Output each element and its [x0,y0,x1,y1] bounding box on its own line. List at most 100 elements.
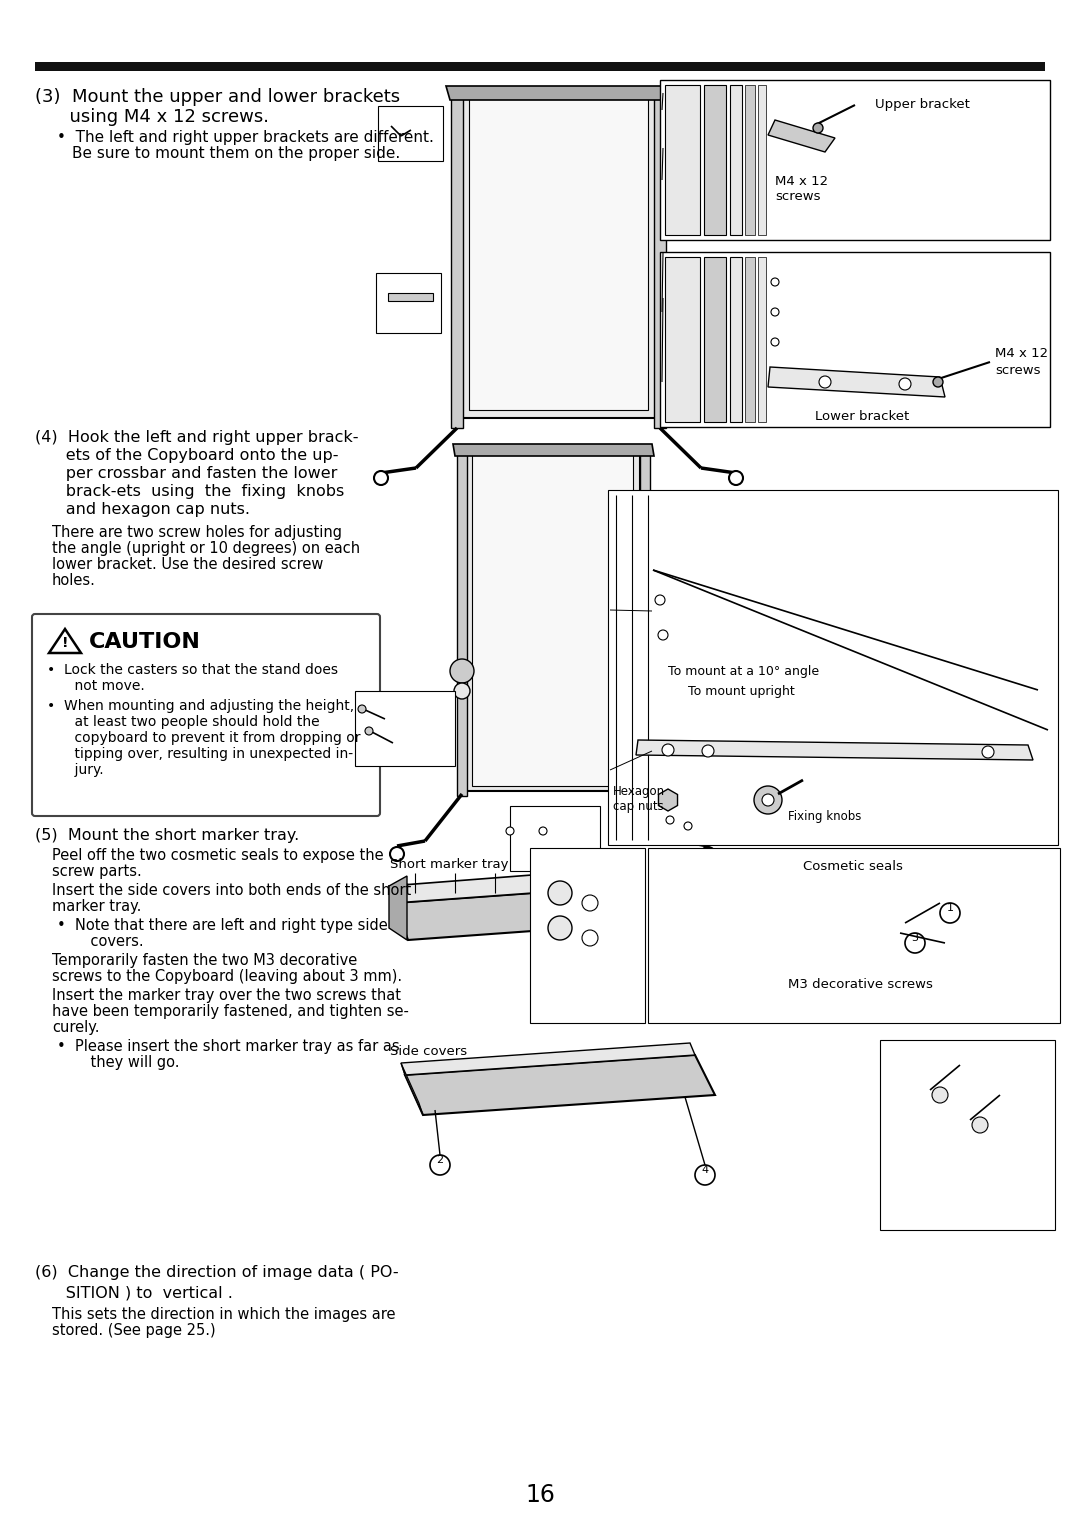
Text: M4 x 12: M4 x 12 [775,175,828,188]
Circle shape [654,595,665,604]
Text: Short marker tray: Short marker tray [390,858,509,871]
Text: Fixing knobs: Fixing knobs [788,810,862,823]
Text: •  Please insert the short marker tray as far as: • Please insert the short marker tray as… [57,1039,400,1054]
Bar [758,256,766,423]
Text: ets of the Copyboard onto the up-: ets of the Copyboard onto the up- [35,449,338,462]
Polygon shape [768,366,945,397]
Circle shape [430,1155,450,1175]
Bar [730,85,742,235]
Polygon shape [401,1064,423,1116]
Text: per crossbar and fasten the lower: per crossbar and fasten the lower [35,465,337,481]
Bar [461,89,656,418]
Text: not move.: not move. [57,679,145,693]
Text: using M4 x 12 screws.: using M4 x 12 screws. [35,108,269,127]
Text: Insert the marker tray over the two screws that: Insert the marker tray over the two scre… [52,987,401,1003]
Circle shape [696,1164,715,1186]
Text: M3 decorative screws: M3 decorative screws [788,978,933,990]
Polygon shape [395,887,643,940]
Circle shape [813,124,823,133]
Circle shape [658,630,669,639]
Text: •  Note that there are left and right type side: • Note that there are left and right typ… [57,919,388,932]
Text: screw parts.: screw parts. [52,864,141,879]
Circle shape [454,684,470,699]
Text: have been temporarily fastened, and tighten se-: have been temporarily fastened, and tigh… [52,1004,409,1019]
Text: This sets the direction in which the images are: This sets the direction in which the ima… [52,1306,395,1322]
Text: holes.: holes. [52,572,96,588]
Circle shape [771,278,779,285]
Bar [378,105,443,162]
Circle shape [539,827,546,835]
Circle shape [507,827,514,835]
Bar [388,293,433,301]
Circle shape [662,745,674,755]
Circle shape [771,337,779,346]
Bar [704,85,726,235]
Circle shape [899,378,912,391]
Text: (4)  Hook the left and right upper brack-: (4) Hook the left and right upper brack- [35,430,359,446]
Circle shape [374,472,388,485]
Text: Insert the side covers into both ends of the short: Insert the side covers into both ends of… [52,884,411,897]
Text: the angle (upright or 10 degrees) on each: the angle (upright or 10 degrees) on eac… [52,542,360,555]
Bar [660,79,1050,240]
Circle shape [701,847,715,861]
Text: To mount upright: To mount upright [688,685,795,697]
Text: •  Lock the casters so that the stand does: • Lock the casters so that the stand doe… [48,662,338,678]
Circle shape [684,823,692,830]
Text: 1: 1 [946,903,954,913]
Circle shape [754,786,782,813]
Bar [745,85,755,235]
Text: CAUTION: CAUTION [89,632,201,652]
Circle shape [365,726,373,736]
Bar [640,446,650,797]
Text: (6)  Change the direction of image data ( PO-: (6) Change the direction of image data (… [35,1265,399,1280]
Circle shape [390,847,404,861]
Text: and hexagon cap nuts.: and hexagon cap nuts. [35,502,249,517]
Bar [665,256,700,423]
Text: Be sure to mount them on the proper side.: Be sure to mount them on the proper side… [72,146,401,162]
Bar [457,446,467,797]
Text: M4 x 12: M4 x 12 [995,346,1048,360]
Text: !: ! [62,636,68,650]
Polygon shape [453,444,654,456]
Polygon shape [768,121,835,153]
Polygon shape [405,1054,715,1116]
Circle shape [450,659,474,684]
Circle shape [548,881,572,905]
Text: •  The left and right upper brackets are different.: • The left and right upper brackets are … [57,130,434,145]
Text: they will go.: they will go. [72,1054,179,1070]
Text: Temporarily fasten the two M3 decorative: Temporarily fasten the two M3 decorative [52,954,357,967]
Text: (5)  Mount the short marker tray.: (5) Mount the short marker tray. [35,829,299,842]
Text: marker tray.: marker tray. [52,899,141,914]
Text: 4: 4 [701,1164,708,1175]
Text: screws to the Copyboard (leaving about 3 mm).: screws to the Copyboard (leaving about 3… [52,969,402,984]
Bar [451,89,463,427]
Polygon shape [389,868,630,903]
Text: at least two people should hold the: at least two people should hold the [57,716,320,729]
Polygon shape [446,85,676,101]
Text: Peel off the two cosmetic seals to expose the: Peel off the two cosmetic seals to expos… [52,848,383,864]
Text: Hexagon: Hexagon [613,784,665,798]
Text: stored. (See page 25.): stored. (See page 25.) [52,1323,216,1338]
Bar [654,89,666,427]
Bar [510,806,600,871]
Text: curely.: curely. [52,1019,99,1035]
Text: SITION ) to  vertical .: SITION ) to vertical . [35,1285,233,1300]
Bar [730,256,742,423]
Bar [530,848,645,1022]
Circle shape [819,375,831,388]
Bar [472,453,633,786]
Text: 16: 16 [525,1483,555,1508]
Bar [880,1041,1055,1230]
Text: lower bracket. Use the desired screw: lower bracket. Use the desired screw [52,557,323,572]
Text: To mount at a 10° angle: To mount at a 10° angle [669,665,819,678]
Bar [469,96,648,410]
Circle shape [702,745,714,757]
Text: (3)  Mount the upper and lower brackets: (3) Mount the upper and lower brackets [35,89,400,105]
Circle shape [940,903,960,923]
Text: screws: screws [995,365,1040,377]
Bar [660,252,1050,427]
Text: There are two screw holes for adjusting: There are two screw holes for adjusting [52,525,342,540]
Text: 3: 3 [912,932,918,943]
Circle shape [582,896,598,911]
Text: 2: 2 [436,1155,444,1164]
